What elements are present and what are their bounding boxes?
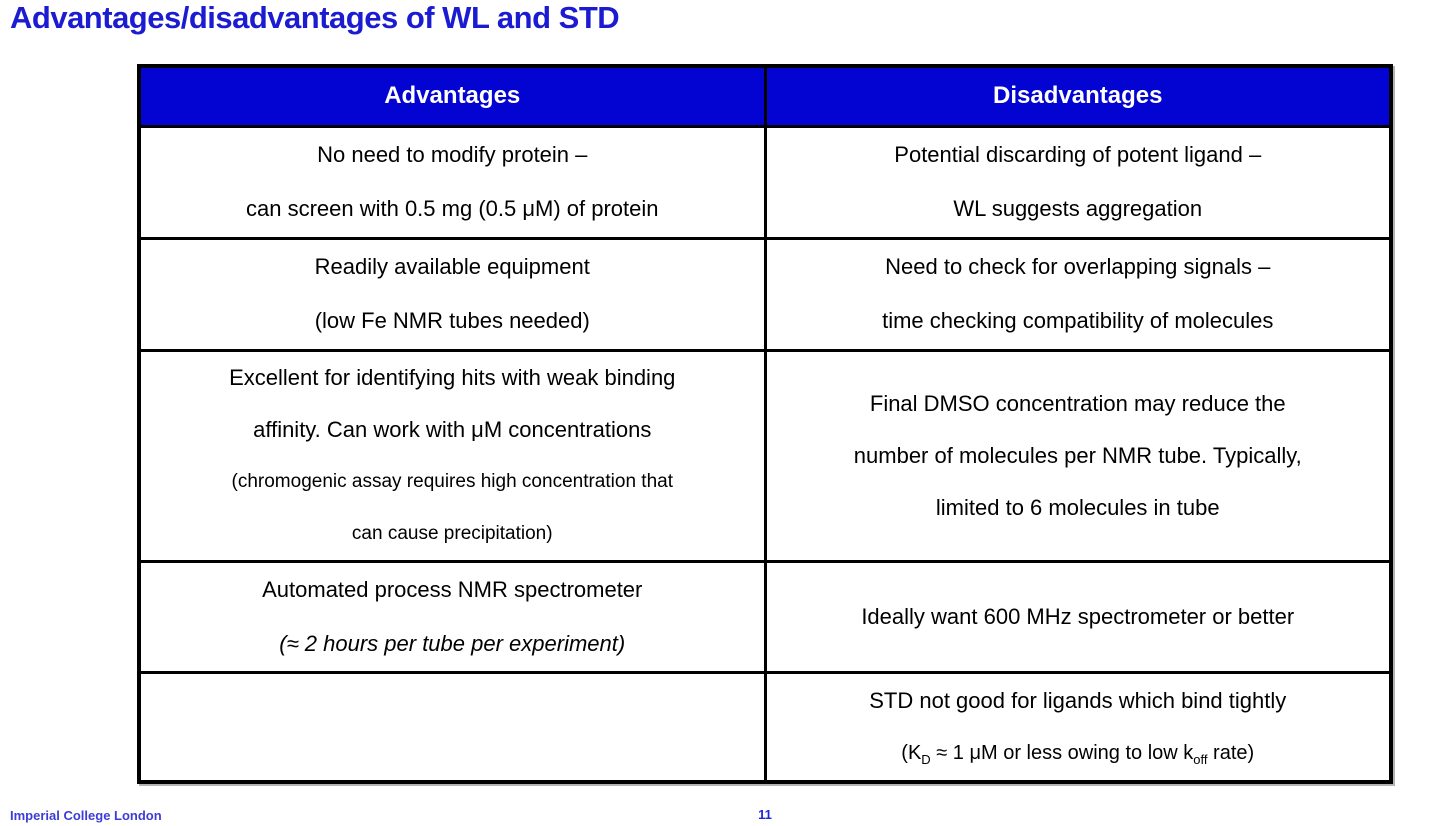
- table-row: No need to modify protein – can screen w…: [137, 124, 1393, 240]
- cell-line: No need to modify protein –: [317, 142, 588, 167]
- table-row: Automated process NMR spectrometer (≈ 2 …: [137, 559, 1393, 674]
- cell-line: Potential discarding of potent ligand –: [894, 142, 1262, 167]
- disadvantage-cell: Potential discarding of potent ligand – …: [763, 124, 1393, 240]
- advantage-cell: Automated process NMR spectrometer (≈ 2 …: [137, 559, 767, 674]
- cell-line: WL suggests aggregation: [953, 196, 1203, 221]
- advantage-cell: Excellent for identifying hits with weak…: [137, 348, 767, 563]
- advantage-cell: No need to modify protein – can screen w…: [137, 124, 767, 240]
- cell-line: Automated process NMR spectrometer: [262, 576, 643, 602]
- table-header-row: Advantages Disadvantages: [137, 64, 1393, 128]
- disadvantage-cell: Ideally want 600 MHz spectrometer or bet…: [763, 559, 1393, 674]
- text-fragment: rate): [1207, 741, 1255, 764]
- cell-line: can screen with 0.5 mg (0.5 μM) of prote…: [245, 196, 659, 221]
- cell-line: limited to 6 molecules in tube: [935, 494, 1220, 520]
- cell-line: (chromogenic assay requires high concent…: [231, 470, 673, 492]
- comparison-table: Advantages Disadvantages No need to modi…: [137, 64, 1393, 784]
- disadvantage-cell: Need to check for overlapping signals – …: [763, 236, 1393, 352]
- cell-line: (KD ≈ 1 μM or less owing to low koff rat…: [775, 727, 1382, 779]
- cell-line: time checking compatibility of molecules: [882, 308, 1274, 333]
- cell-line: number of molecules per NMR tube. Typica…: [853, 442, 1302, 468]
- table-row: Excellent for identifying hits with weak…: [137, 348, 1393, 563]
- advantage-cell: Readily available equipment (low Fe NMR …: [137, 236, 767, 352]
- cell-line: can cause precipitation): [351, 522, 553, 544]
- table-row: STD not good for ligands which bind tigh…: [137, 670, 1393, 784]
- cell-line: Need to check for overlapping signals –: [885, 254, 1271, 279]
- disadvantage-cell: STD not good for ligands which bind tigh…: [763, 670, 1393, 784]
- cell-line: Readily available equipment: [314, 254, 590, 279]
- page-title: Advantages/disadvantages of WL and STD: [10, 0, 620, 35]
- cell-line: Excellent for identifying hits with weak…: [229, 364, 676, 390]
- footer-institution: Imperial College London: [10, 808, 162, 823]
- table-row: Readily available equipment (low Fe NMR …: [137, 236, 1393, 352]
- cell-line: STD not good for ligands which bind tigh…: [869, 687, 1287, 713]
- page-number: 11: [758, 807, 772, 822]
- cell-line: Final DMSO concentration may reduce the: [869, 390, 1286, 416]
- advantages-column-header: Advantages: [137, 64, 767, 128]
- disadvantages-column-header: Disadvantages: [763, 64, 1393, 128]
- cell-line: (≈ 2 hours per tube per experiment): [279, 630, 626, 656]
- advantage-cell-empty: [137, 670, 767, 784]
- text-fragment: ≈ 1 μM or less owing to low k: [930, 741, 1194, 764]
- text-fragment: (K: [901, 741, 922, 764]
- disadvantage-cell: Final DMSO concentration may reduce the …: [763, 348, 1393, 563]
- subscript-off: off: [1193, 751, 1208, 767]
- cell-line: affinity. Can work with μM concentration…: [253, 416, 652, 442]
- cell-line: Ideally want 600 MHz spectrometer or bet…: [861, 603, 1295, 629]
- cell-line: (low Fe NMR tubes needed): [314, 308, 590, 333]
- subscript-D: D: [921, 751, 931, 767]
